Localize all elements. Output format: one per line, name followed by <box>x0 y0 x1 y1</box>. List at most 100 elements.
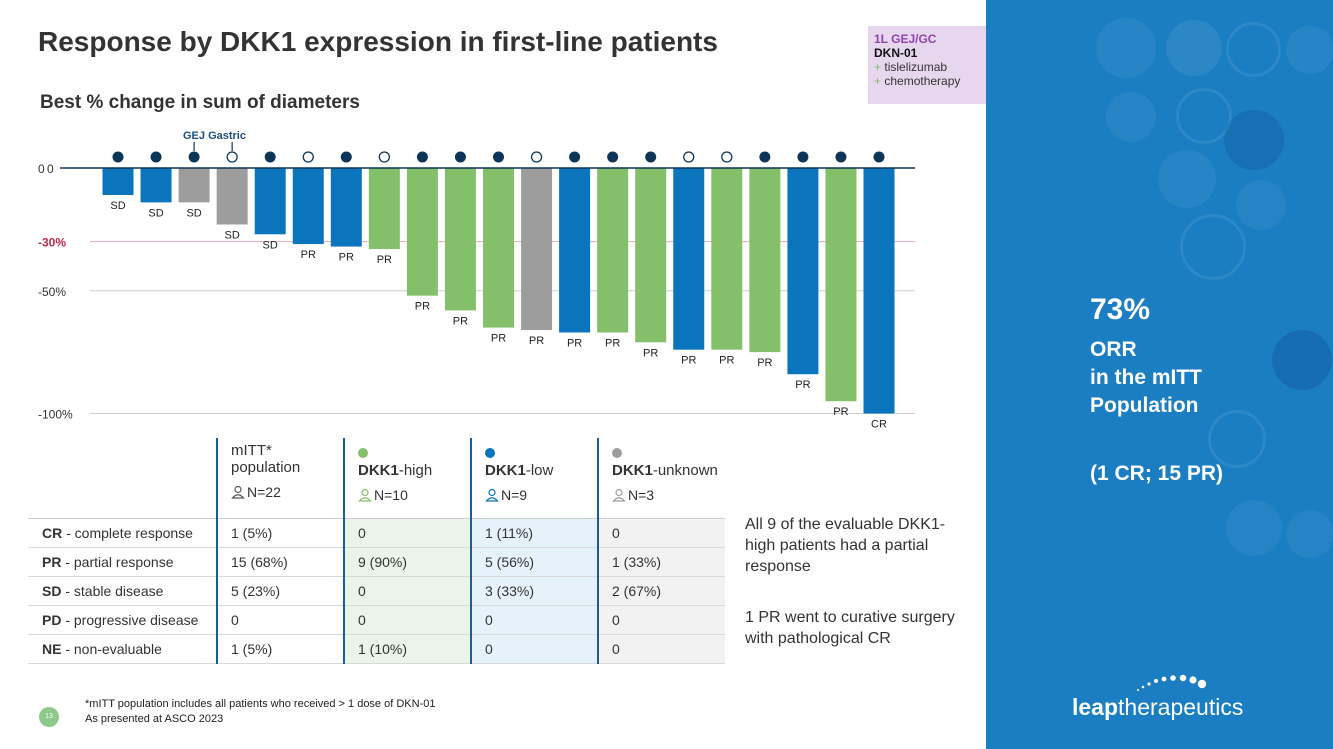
bar <box>521 168 553 331</box>
gastric-marker <box>226 151 238 163</box>
col-header-dkk1-high: DKK1-high N=10 <box>343 438 471 519</box>
table-row: NE - non-evaluable 1 (5%) 1 (10%) 0 0 <box>28 634 725 664</box>
bar <box>178 168 210 203</box>
table-cell: 9 (90%) <box>343 547 471 577</box>
bar <box>863 168 895 414</box>
table-cell: 0 <box>343 518 471 548</box>
table-corner <box>28 438 217 519</box>
row-label: NE - non-evaluable <box>28 634 217 664</box>
table-row: PD - progressive disease 0 0 0 0 <box>28 605 725 635</box>
table-cell: 1 (33%) <box>597 547 725 577</box>
bar-label: PR <box>339 252 354 264</box>
gej-marker <box>797 151 809 163</box>
bar-label: SD <box>225 229 240 241</box>
bar <box>444 168 476 311</box>
gej-marker <box>569 151 581 163</box>
high-dot-icon <box>358 448 368 458</box>
table-cell: 15 (68%) <box>216 547 344 577</box>
bar-label: PR <box>757 357 772 369</box>
row-label: CR - complete response <box>28 518 217 548</box>
bar <box>368 168 400 250</box>
row-label: PR - partial response <box>28 547 217 577</box>
gej-marker <box>645 151 657 163</box>
waterfall-chart: 0 -30% -50% -100% SD SD SD SD SD PR PR PR PR PR PR PR PR… <box>38 130 915 431</box>
orr-label-2: in the mITT <box>1090 366 1202 389</box>
gej-marker <box>607 151 619 163</box>
bar-label: PR <box>491 333 506 345</box>
bar-label: PR <box>795 379 810 391</box>
y-tick-label: 0 <box>38 162 45 176</box>
bar-label: PR <box>719 355 734 367</box>
bar-label: PR <box>833 406 848 418</box>
trial-tag: 1L GEJ/GC DKN-01 + tislelizumab + chemot… <box>868 26 986 104</box>
y-tick-label: -30% <box>38 236 66 250</box>
table-cell: 5 (56%) <box>470 547 598 577</box>
bar-label: PR <box>415 301 430 313</box>
tag-drug: DKN-01 <box>874 46 918 60</box>
table-row: CR - complete response 1 (5%) 0 1 (11%) … <box>28 518 725 548</box>
table-cell: 5 (23%) <box>216 576 344 606</box>
bar-label: PR <box>377 254 392 266</box>
person-icon <box>231 485 245 499</box>
tag-combo-2: + chemotherapy <box>874 74 961 88</box>
gej-marker <box>454 151 466 163</box>
y-tick-label-zero: 0 <box>47 162 54 176</box>
bar <box>292 168 324 245</box>
bar-label: SD <box>263 239 278 251</box>
table-cell: 0 <box>597 634 725 664</box>
table-cell: 3 (33%) <box>470 576 598 606</box>
y-tick-label: -100% <box>38 408 73 422</box>
gastric-marker <box>683 151 695 163</box>
bar <box>787 168 819 375</box>
bar <box>102 168 134 196</box>
table-cell: 1 (11%) <box>470 518 598 548</box>
gej-marker <box>340 151 352 163</box>
note-dkk1-high: All 9 of the evaluable DKK1-high patient… <box>745 516 946 575</box>
bar <box>673 168 705 350</box>
bar <box>140 168 172 203</box>
bar <box>749 168 781 353</box>
tag-combo-1: + tislelizumab <box>874 60 948 74</box>
table-cell: 1 (5%) <box>216 518 344 548</box>
unknown-dot-icon <box>612 448 622 458</box>
col-header-mitt: mITT* population N=22 <box>216 438 344 519</box>
bar <box>330 168 362 247</box>
footnote-source: As presented at ASCO 2023 <box>85 713 224 725</box>
bar-label: CR <box>871 419 887 431</box>
row-label: PD - progressive disease <box>28 605 217 635</box>
tag-indication: 1L GEJ/GC <box>874 32 937 46</box>
bar-label: PR <box>301 249 316 261</box>
table-cell: 0 <box>216 605 344 635</box>
y-tick-label: -50% <box>38 285 66 299</box>
gej-marker <box>873 151 885 163</box>
table-cell: 0 <box>470 634 598 664</box>
bar-label: PR <box>605 337 620 349</box>
orr-label: ORR <box>1090 338 1137 361</box>
gastric-marker <box>378 151 391 163</box>
response-table: mITT* population N=22 DKK1-high N=10 DKK… <box>28 438 725 664</box>
gej-marker <box>264 151 276 163</box>
bar-label: SD <box>186 207 201 219</box>
orr-breakdown: (1 CR; 15 PR) <box>1090 462 1224 485</box>
gej-marker <box>112 151 124 163</box>
footnote: *mITT population includes all patients w… <box>85 697 435 727</box>
low-dot-icon <box>485 448 495 458</box>
person-icon <box>485 488 499 502</box>
slide-title: Response by DKK1 expression in first-lin… <box>38 26 718 57</box>
person-icon <box>612 488 626 502</box>
page-number: 13 <box>39 707 59 727</box>
bar-label: PR <box>529 335 544 347</box>
bar <box>559 168 591 333</box>
gastric-marker <box>721 151 733 163</box>
table-row: PR - partial response 15 (68%) 9 (90%) 5… <box>28 547 725 577</box>
table-cell: 2 (67%) <box>597 576 725 606</box>
chart-subtitle: Best % change in sum of diameters <box>40 92 360 113</box>
bar <box>597 168 629 333</box>
bar-label: PR <box>681 355 696 367</box>
table-cell: 0 <box>343 576 471 606</box>
orr-panel: 73% ORR in the mITT Population (1 CR; 15… <box>986 0 1333 749</box>
table-cell: 0 <box>470 605 598 635</box>
gej-marker <box>150 151 162 163</box>
gastric-marker <box>530 151 543 163</box>
col-header-dkk1-low: DKK1-low N=9 <box>470 438 598 519</box>
